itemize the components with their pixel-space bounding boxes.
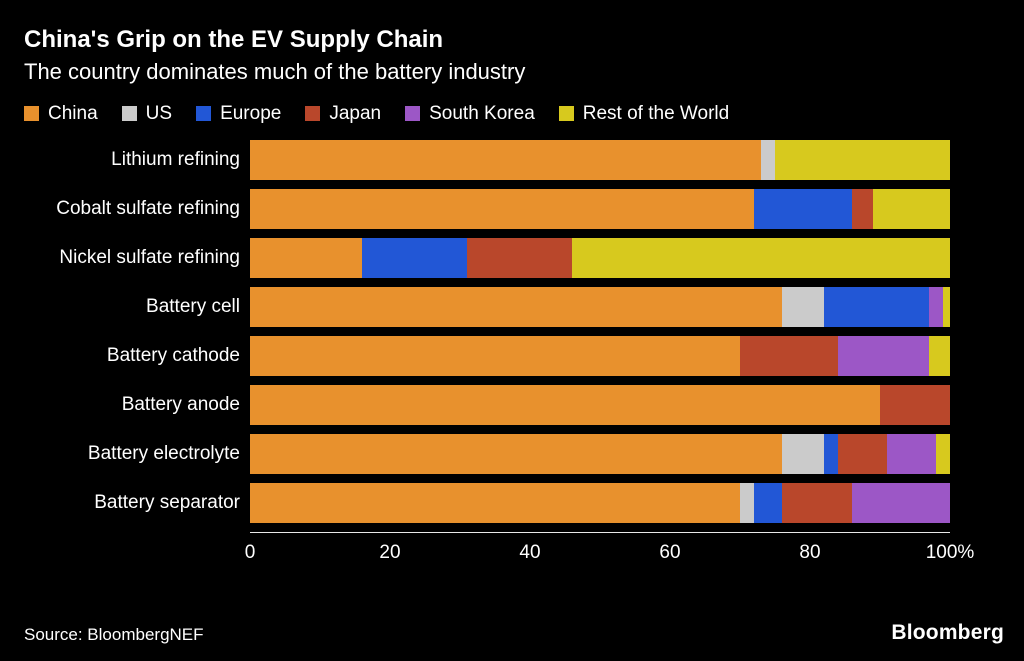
row-label: Battery anode [121,393,240,415]
legend-swatch [558,106,574,122]
legend-swatch [24,106,39,122]
bar-segment-us [740,482,754,523]
legend-item-rest-of-the-world: Rest of the World [558,102,730,125]
bar-segment-china [250,433,782,474]
row-label: Battery cell [146,295,240,317]
stacked-bar [250,482,950,523]
chart-row: Battery anode [0,384,1024,425]
bar-segment-china [250,384,880,425]
bar-segment-europe [362,237,467,278]
chart-row: Battery cell [0,286,1024,327]
legend-label: China [48,102,98,124]
axis-row: 0 20 40 60 80 100% [0,531,1024,571]
chart-row: Nickel sulfate refining [0,237,1024,278]
bar-segment-rest-of-the-world [873,188,950,229]
legend-label: South Korea [429,102,535,124]
bloomberg-logo: Bloomberg [891,621,1004,644]
bar-segment-rest-of-the-world [929,335,950,376]
bar-segment-rest-of-the-world [775,139,950,180]
legend-label: US [145,102,173,124]
stacked-bar [250,433,950,474]
legend: China US Europe Japan South Korea Rest of the… [0,86,1024,140]
bar-segment-us [782,433,824,474]
bar-segment-japan [852,188,873,229]
bar-segment-europe [754,188,852,229]
chart-row: Battery cathode [0,335,1024,376]
legend-swatch [196,106,212,122]
bar-segment-rest-of-the-world [943,286,950,327]
legend-swatch [405,106,421,122]
chart-row: Battery separator [0,482,1024,523]
chart-row: Lithium refining [0,139,1024,180]
bar-segment-japan [740,335,838,376]
bar-segment-china [250,335,740,376]
legend-label: Japan [329,102,382,124]
bar-segment-europe [824,286,929,327]
bar-segment-south-korea [929,286,943,327]
stacked-bar [250,139,950,180]
chart-row: Cobalt sulfate refining [0,188,1024,229]
legend-swatch [305,106,321,122]
stacked-bar [250,188,950,229]
stacked-bar [250,384,950,425]
axis-tick-label: 0 [244,541,256,563]
bar-segment-europe [754,482,782,523]
bar-segment-europe [824,433,838,474]
bar-segment-south-korea [838,335,929,376]
chart-row: Battery electrolyte [0,433,1024,474]
axis-tick-label: 100% [925,541,975,563]
chart-subtitle: The country dominates much of the batter… [24,59,526,85]
bar-segment-japan [880,384,950,425]
x-axis: 0 20 40 60 80 100% [245,531,974,571]
legend-item-us: US [121,102,173,125]
chart-title: China's Grip on the EV Supply Chain [24,26,444,53]
row-label: Cobalt sulfate refining [56,197,240,219]
bar-segment-japan [467,237,572,278]
bar-segment-china [250,237,362,278]
row-label: Nickel sulfate refining [59,246,240,268]
legend-item-china: China [24,103,98,125]
legend-item-europe: Europe [196,103,281,125]
bar-segment-japan [782,482,852,523]
chart-rows: Lithium refining Cobalt sulfate refining N… [0,139,1024,523]
chart: Lithium refining Cobalt sulfate refining N… [0,139,1024,571]
axis-spacer [0,532,250,571]
axis-tick-label: 40 [519,541,541,563]
legend-label: Europe [220,102,282,124]
stacked-bar [250,335,950,376]
row-label: Battery cathode [106,344,240,366]
bar-segment-china [250,139,761,180]
bar-segment-china [250,482,740,523]
source-note: Source: BloombergNEF [24,625,204,644]
row-label: Lithium refining [111,148,240,170]
legend-swatch [121,106,137,122]
footer: Source: BloombergNEF Bloomberg [0,571,1024,661]
axis-tick-label: 60 [659,541,681,563]
bar-segment-china [250,188,754,229]
legend-item-japan: Japan [305,103,381,125]
bar-segment-south-korea [852,482,950,523]
bar-segment-us [782,286,824,327]
bar-segment-rest-of-the-world [936,433,950,474]
bar-segment-us [761,139,775,180]
legend-label: Rest of the World [582,102,730,124]
bar-segment-japan [838,433,887,474]
bar-segment-rest-of-the-world [572,237,950,278]
legend-item-south-korea: South Korea [405,103,535,125]
bar-segment-south-korea [887,433,936,474]
axis-tick-label: 20 [379,541,401,563]
row-label: Battery separator [94,491,240,513]
axis-tick-label: 80 [799,541,821,563]
stacked-bar [250,237,950,278]
bar-segment-china [250,286,782,327]
stacked-bar [250,286,950,327]
row-label: Battery electrolyte [87,442,240,464]
